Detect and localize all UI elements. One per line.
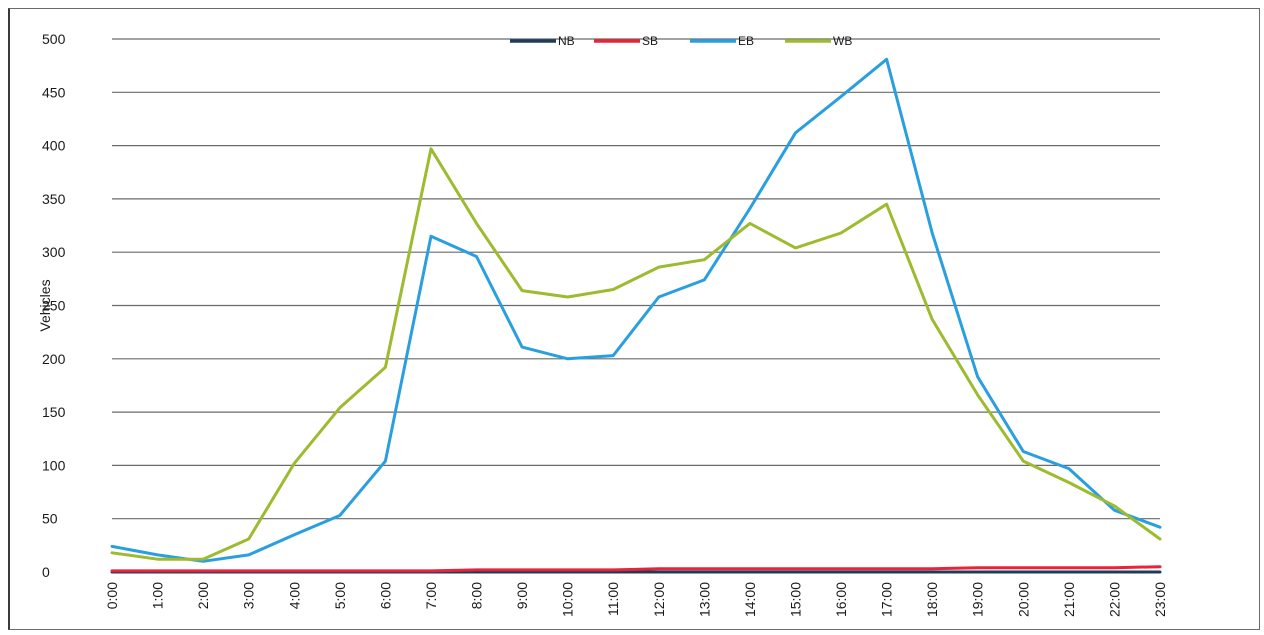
series-line-sb <box>110 565 1162 573</box>
x-tick-label: 15:00 <box>787 582 803 617</box>
x-tick-label: 21:00 <box>1061 582 1077 617</box>
x-tick-label: 17:00 <box>879 582 895 617</box>
x-tick-label: 16:00 <box>833 582 849 617</box>
x-axis-ticks: 0:00 1:00 2:00 3:00 4:00 5:00 6:00 7:00 8:00 9:00… <box>104 582 1168 617</box>
x-tick-label: 10:00 <box>560 582 576 617</box>
x-tick-label: 9:00 <box>514 582 530 609</box>
legend-label-sb: SB <box>642 34 658 48</box>
x-tick-label: 7:00 <box>423 582 439 609</box>
y-tick-label: 250 <box>42 298 66 314</box>
series-line-wb <box>110 147 1162 561</box>
legend: NB SB EB WB <box>510 34 852 48</box>
x-tick-label: 13:00 <box>696 582 712 617</box>
x-tick-label: 4:00 <box>286 582 302 609</box>
x-tick-label: 22:00 <box>1106 582 1122 617</box>
y-tick-label: 0 <box>42 564 50 580</box>
x-tick-label: 14:00 <box>742 582 758 617</box>
x-tick-label: 11:00 <box>605 582 621 616</box>
y-tick-label: 500 <box>42 31 66 47</box>
x-tick-label: 5:00 <box>332 582 348 609</box>
series-line-eb <box>110 57 1162 563</box>
x-tick-label: 18:00 <box>924 582 940 617</box>
x-tick-label: 23:00 <box>1152 582 1168 617</box>
y-tick-label: 350 <box>42 191 66 207</box>
x-tick-label: 2:00 <box>195 582 211 609</box>
x-tick-label: 20:00 <box>1015 582 1031 617</box>
y-tick-label: 150 <box>42 404 66 420</box>
y-tick-label: 450 <box>42 84 66 100</box>
x-tick-label: 8:00 <box>469 582 485 609</box>
series-lines <box>110 57 1162 574</box>
y-tick-label: 50 <box>42 511 58 527</box>
gridlines <box>112 38 1160 573</box>
legend-label-wb: WB <box>833 34 852 48</box>
x-tick-label: 1:00 <box>150 582 166 609</box>
x-tick-label: 19:00 <box>970 582 986 617</box>
y-axis-label: Vehicles <box>37 279 53 331</box>
x-tick-label: 0:00 <box>104 582 120 609</box>
y-axis-ticks: 0 50 100 150 200 250 300 350 400 450 500 <box>42 31 66 580</box>
x-tick-label: 3:00 <box>241 582 257 609</box>
legend-label-eb: EB <box>738 34 754 48</box>
y-tick-label: 200 <box>42 351 66 367</box>
x-tick-label: 6:00 <box>377 582 393 609</box>
y-tick-label: 300 <box>42 244 66 260</box>
x-tick-label: 12:00 <box>651 582 667 617</box>
y-tick-label: 100 <box>42 457 66 473</box>
y-tick-label: 400 <box>42 138 66 154</box>
chart-frame: 0 50 100 150 200 250 300 350 400 450 500 0:00 1:00 2… <box>8 8 1260 630</box>
legend-label-nb: NB <box>558 34 575 48</box>
line-chart: 0 50 100 150 200 250 300 350 400 450 500 0:00 1:00 2… <box>37 31 1168 617</box>
